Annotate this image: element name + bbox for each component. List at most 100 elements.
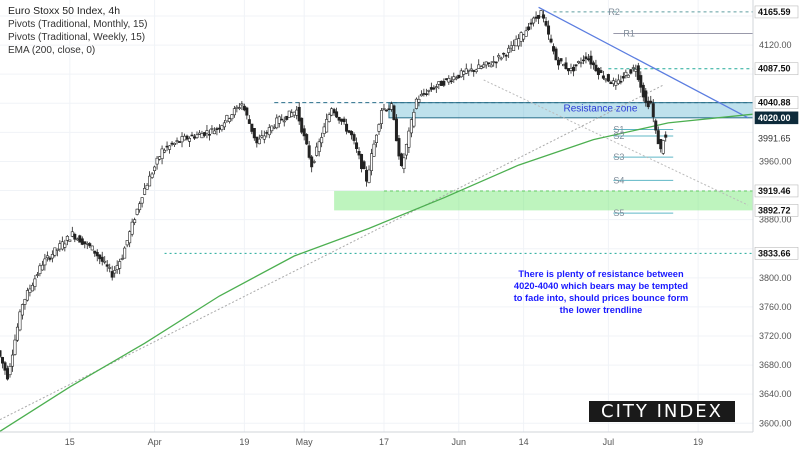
indicator-weekly-pivots: Pivots (Traditional, Weekly, 15) xyxy=(8,32,146,43)
candle-body xyxy=(3,362,7,371)
x-tick-label: Jun xyxy=(452,437,467,447)
candle-body xyxy=(282,120,286,123)
candle-body xyxy=(589,55,593,65)
candle-body xyxy=(442,80,446,86)
price-badge-bg xyxy=(754,184,799,198)
candle-body xyxy=(549,38,553,43)
candle-body xyxy=(272,126,276,129)
candle-body xyxy=(569,68,573,71)
candle-body xyxy=(28,288,32,293)
candle-body xyxy=(230,114,234,120)
pivot-label-r2: R2 xyxy=(608,7,620,17)
candle-body xyxy=(145,184,149,190)
candle-body xyxy=(48,257,52,260)
candle-body xyxy=(13,339,17,355)
y-tick-label: 4120.00 xyxy=(759,40,792,50)
channel-trendline xyxy=(483,79,749,206)
candle-body xyxy=(10,354,14,367)
price-badge-label: 4020.00 xyxy=(758,113,791,123)
candle-body xyxy=(18,311,22,331)
candle-body xyxy=(352,134,356,141)
candle-body xyxy=(140,197,144,204)
candle-body xyxy=(489,64,493,68)
candle-body xyxy=(469,68,473,71)
candle-body xyxy=(53,247,57,256)
candle-body xyxy=(115,265,119,270)
price-badge-label: 3833.66 xyxy=(758,248,791,258)
candle-body xyxy=(437,81,441,85)
candle-body xyxy=(374,134,378,143)
candle-body xyxy=(522,34,526,40)
candle-body xyxy=(267,127,271,136)
candle-body xyxy=(534,16,538,19)
indicator-ema: EMA (200, close, 0) xyxy=(8,45,96,56)
candle-body xyxy=(33,278,37,287)
pivot-label-s1: S1 xyxy=(613,124,624,134)
candle-body xyxy=(222,122,226,128)
candle-body xyxy=(78,235,82,243)
candle-body xyxy=(532,17,536,24)
candle-body xyxy=(23,299,27,305)
candle-body xyxy=(158,156,162,160)
candle-body xyxy=(404,143,408,156)
candle-body xyxy=(447,78,451,83)
candle-body xyxy=(287,110,291,118)
candle-body xyxy=(397,138,401,157)
candle-body xyxy=(631,67,635,69)
y-tick-label: 3960.00 xyxy=(759,156,792,166)
candle-body xyxy=(472,70,476,72)
candle-body xyxy=(73,233,77,240)
candle-body xyxy=(579,62,583,64)
candle-body xyxy=(143,188,147,195)
y-tick-label: 3720.00 xyxy=(759,331,792,341)
candle-body xyxy=(317,141,321,152)
x-tick-label: 14 xyxy=(519,437,529,447)
price-badge-bg xyxy=(754,5,799,19)
candle-body xyxy=(165,145,169,148)
candle-body xyxy=(389,103,393,110)
candle-body xyxy=(45,255,49,259)
candle-body xyxy=(113,270,117,274)
candle-body xyxy=(302,128,306,137)
candle-body xyxy=(566,68,570,72)
candle-body xyxy=(250,123,254,132)
candle-body xyxy=(414,98,418,109)
candle-body xyxy=(494,61,498,64)
candle-body xyxy=(601,75,605,79)
y-tick-label: 3680.00 xyxy=(759,360,792,370)
candle-body xyxy=(212,130,216,135)
candle-body xyxy=(624,71,628,76)
candle-body xyxy=(225,115,229,122)
candle-body xyxy=(123,247,127,259)
candle-body xyxy=(502,52,506,55)
candle-body xyxy=(464,68,468,74)
candle-body xyxy=(163,149,167,153)
candle-body xyxy=(337,117,341,121)
candle-body xyxy=(614,81,618,86)
candle-body xyxy=(357,150,361,156)
candle-body xyxy=(559,58,563,62)
candle-body xyxy=(399,153,403,166)
candle-body xyxy=(205,130,209,134)
candle-body xyxy=(434,86,438,88)
candle-body xyxy=(88,243,92,247)
ema-200-line xyxy=(0,113,754,432)
candle-body xyxy=(412,111,416,127)
candle-body xyxy=(242,105,246,111)
candle-body xyxy=(135,208,139,215)
candle-body xyxy=(594,64,598,72)
candle-body xyxy=(379,110,383,124)
price-badge-label: 4165.59 xyxy=(758,7,791,17)
chart-legend: Euro Stoxx 50 Index, 4h Pivots (Traditio… xyxy=(8,5,148,57)
candle-body xyxy=(35,274,39,276)
candle-body xyxy=(300,117,304,133)
candle-body xyxy=(65,236,69,241)
candle-body xyxy=(90,245,94,251)
candle-body xyxy=(180,136,184,143)
candle-body xyxy=(457,74,461,78)
candle-body xyxy=(427,89,431,92)
candle-body xyxy=(474,69,478,72)
candle-body xyxy=(584,56,588,60)
x-tick-label: 19 xyxy=(693,437,703,447)
price-badge-bg xyxy=(754,96,799,109)
